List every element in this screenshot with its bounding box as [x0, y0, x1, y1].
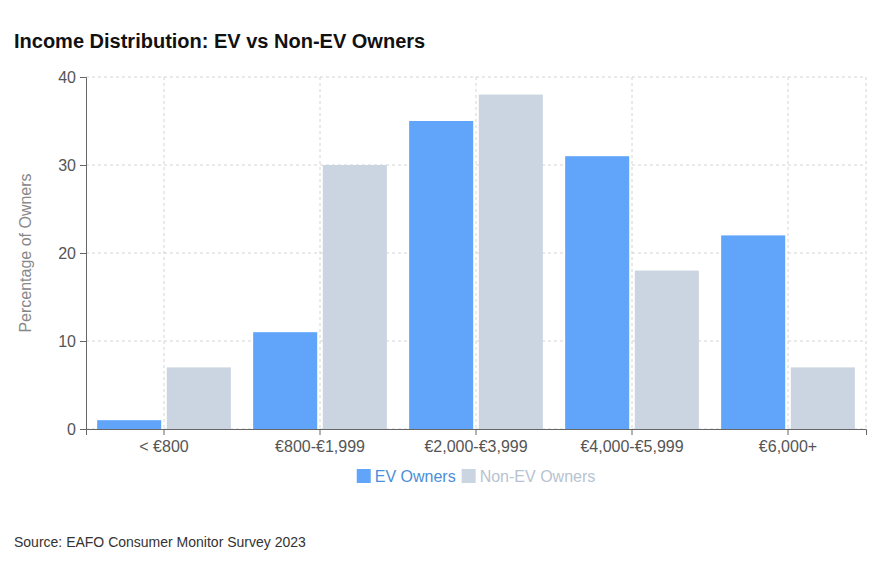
bar	[479, 95, 543, 429]
legend-label: EV Owners	[375, 468, 456, 485]
bar	[565, 156, 629, 429]
tick-mark	[320, 429, 321, 435]
tick: €4,000-€5,999	[580, 429, 683, 455]
grid-line	[86, 165, 866, 166]
tick: 20	[58, 245, 86, 262]
tick: < €800	[139, 429, 188, 455]
tick-mark	[80, 77, 86, 78]
bar	[323, 165, 387, 429]
legend-label: Non-EV Owners	[480, 468, 596, 485]
bar	[791, 367, 855, 429]
title: Income Distribution: EV vs Non-EV Owners	[14, 30, 425, 52]
legend-swatch	[357, 469, 371, 483]
tick: €2,000-€3,999	[424, 429, 527, 455]
legend-item: EV Owners	[357, 468, 456, 485]
legend-item: Non-EV Owners	[462, 468, 596, 485]
bar	[635, 271, 699, 429]
tick-mark	[632, 429, 633, 435]
legend-swatch	[462, 469, 476, 483]
bars	[97, 95, 855, 429]
legend: EV Owners Non-EV Owners	[357, 468, 596, 485]
tick: €800-€1,999	[275, 429, 365, 455]
tick-mark	[476, 429, 477, 435]
bar	[721, 235, 785, 429]
bar	[409, 121, 473, 429]
tick-label: €800-€1,999	[275, 438, 365, 455]
annotation: Source: EAFO Consumer Monitor Survey 202…	[14, 534, 306, 550]
tick-mark	[164, 429, 165, 435]
tick-label: €4,000-€5,999	[580, 438, 683, 455]
tick-mark	[80, 165, 86, 166]
tick-label: 40	[58, 69, 76, 86]
bar	[253, 332, 317, 429]
grid-line	[632, 77, 633, 429]
plot: 0 10 20 30 40 < €800 €800-€1,999 €2,000-€3,999 €…	[58, 69, 866, 456]
tick-mark	[80, 341, 86, 342]
bar	[167, 367, 231, 429]
tick-mark	[788, 429, 789, 435]
tick-label: 0	[67, 421, 76, 438]
grid-line	[320, 77, 321, 429]
tick-label: €2,000-€3,999	[424, 438, 527, 455]
axis-line	[87, 430, 867, 436]
chart: 0 10 20 30 40 < €800 €800-€1,999 €2,000-€3,999 €…	[0, 0, 893, 562]
axis-line	[80, 78, 87, 430]
tick: 40	[58, 69, 86, 86]
y-axis-title: Percentage of Owners	[17, 173, 34, 332]
grid-line	[476, 77, 477, 429]
tick: 10	[58, 333, 86, 350]
grid-line	[788, 77, 789, 429]
tick: €6,000+	[759, 429, 817, 455]
y-axis: 0 10 20 30 40	[58, 69, 86, 438]
tick-mark	[80, 253, 86, 254]
tick-mark	[80, 429, 86, 430]
grid-line	[164, 77, 165, 429]
tick-label: €6,000+	[759, 438, 817, 455]
frame	[866, 77, 867, 429]
tick-label: 10	[58, 333, 76, 350]
tick-label: 20	[58, 245, 76, 262]
x-axis: < €800 €800-€1,999 €2,000-€3,999 €4,000-€5,…	[87, 429, 867, 455]
tick: 0	[67, 421, 86, 438]
tick-label: < €800	[139, 438, 188, 455]
tick-label: 30	[58, 157, 76, 174]
bar	[97, 420, 161, 429]
grid	[86, 77, 866, 429]
tick: 30	[58, 157, 86, 174]
